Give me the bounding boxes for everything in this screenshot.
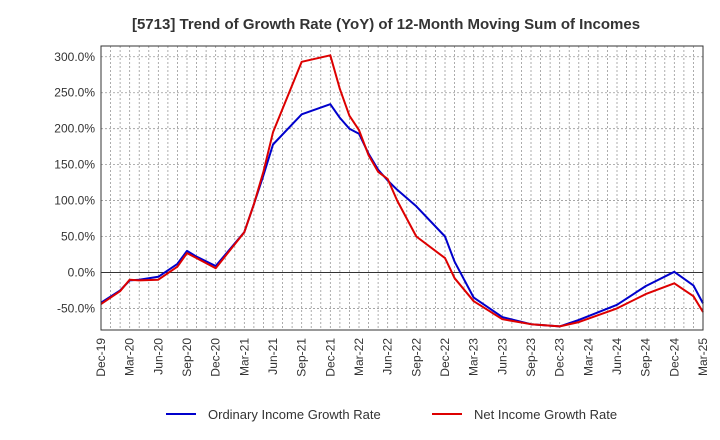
legend-label-net-income: Net Income Growth Rate (474, 407, 617, 422)
x-axis-ticks: Dec-19 Mar-20 Jun-20 Sep-20 Dec-20 Mar-21 Jun-… (94, 338, 710, 377)
x-tick-label: Sep-20 (180, 338, 194, 377)
chart-title: [5713] Trend of Growth Rate (YoY) of 12-… (132, 16, 640, 33)
grid-layer (101, 46, 703, 330)
y-tick-label: 0.0% (68, 265, 96, 279)
x-tick-label: Mar-24 (581, 338, 595, 376)
x-tick-label: Dec-22 (438, 338, 452, 377)
legend: Ordinary Income Growth Rate Net Income G… (166, 407, 617, 422)
x-tick-label: Sep-23 (524, 338, 538, 377)
x-tick-label: Dec-20 (209, 338, 223, 377)
x-tick-label: Sep-21 (295, 338, 309, 377)
series-line-net-income (100, 54, 704, 328)
x-tick-label: Mar-25 (696, 338, 710, 376)
x-tick-label: Dec-19 (94, 338, 108, 377)
x-tick-label: Jun-20 (151, 338, 165, 375)
y-tick-label: 100.0% (54, 194, 95, 208)
plot-frame (100, 45, 704, 331)
y-tick-label: 50.0% (61, 230, 95, 244)
x-tick-label: Mar-23 (467, 338, 481, 376)
x-tick-label: Sep-24 (639, 338, 653, 377)
y-tick-label: 150.0% (54, 158, 95, 172)
x-tick-label: Mar-20 (123, 338, 137, 376)
y-tick-label: 250.0% (54, 86, 95, 100)
x-tick-label: Jun-21 (266, 338, 280, 375)
x-tick-label: Jun-23 (495, 338, 509, 375)
x-tick-label: Mar-21 (237, 338, 251, 376)
x-tick-label: Dec-21 (323, 338, 337, 377)
legend-label-ordinary-income: Ordinary Income Growth Rate (208, 407, 381, 422)
x-tick-label: Sep-22 (409, 338, 423, 377)
series-line-ordinary-income (100, 103, 704, 328)
y-tick-label: 200.0% (54, 122, 95, 136)
x-tick-label: Dec-23 (553, 338, 567, 377)
x-tick-label: Dec-24 (667, 338, 681, 377)
series-layer (100, 54, 704, 328)
y-tick-label: 300.0% (54, 50, 95, 64)
x-tick-label: Jun-22 (381, 338, 395, 375)
x-tick-label: Mar-22 (352, 338, 366, 376)
y-tick-label: -50.0% (57, 301, 95, 315)
y-axis-ticks: 300.0% 250.0% 200.0% 150.0% 100.0% 50.0% 0.0% -… (54, 50, 95, 316)
x-tick-label: Jun-24 (610, 338, 624, 375)
